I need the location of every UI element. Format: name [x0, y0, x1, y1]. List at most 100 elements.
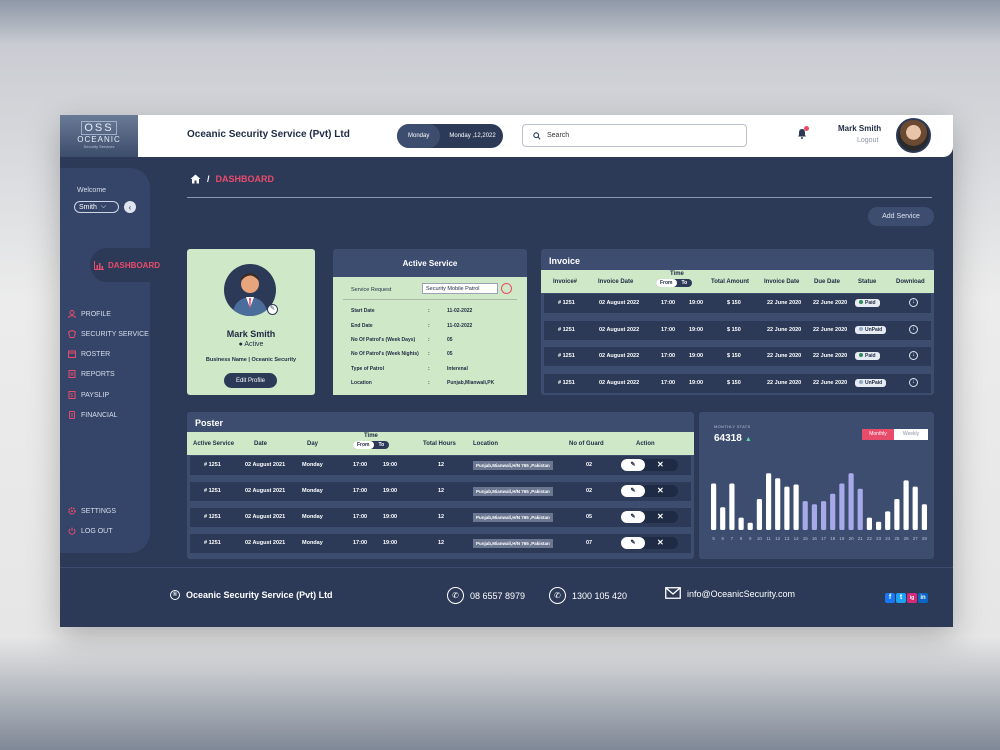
column-header: Active Service: [193, 441, 235, 447]
poster-title: Poster: [195, 418, 224, 428]
sidebar-item-financial[interactable]: FINANCIAL: [68, 411, 118, 419]
avatar[interactable]: [896, 118, 931, 153]
sidebar-item-roster[interactable]: ROSTER: [68, 350, 110, 358]
sidebar-item-logout[interactable]: LOG OUT: [68, 527, 113, 535]
footer-phone-2[interactable]: ✆ 1300 105 420: [549, 587, 627, 604]
twitter-icon[interactable]: t: [896, 593, 906, 603]
table-cell: 02 August 2021: [245, 540, 286, 546]
bell-icon[interactable]: [797, 126, 809, 139]
home-icon[interactable]: [190, 174, 201, 184]
status-text: Paid: [865, 353, 876, 359]
date-pill[interactable]: Monday Monday ,12,2022: [397, 124, 503, 148]
table-cell: 22 June 2020: [813, 353, 848, 359]
phone-number: 08 6557 8979: [470, 590, 526, 601]
tick-label: 25: [894, 536, 900, 541]
sidebar: Welcome Smith ⌵ ‹ PROFILE SECURITY SERVI…: [60, 168, 150, 553]
edit-icon[interactable]: ✎: [621, 459, 645, 471]
company-logo[interactable]: OSS OCEANIC Security Services: [60, 115, 138, 157]
sidebar-item-label: PAYSLIP: [81, 391, 110, 399]
table-cell: 17:00: [353, 462, 368, 468]
detail-value: Interenal: [447, 366, 468, 372]
app-window: OSS OCEANIC Security Services Oceanic Se…: [60, 115, 953, 627]
add-service-button[interactable]: Add Service: [868, 207, 934, 226]
column-header: Invoice#: [553, 279, 578, 285]
footer-email[interactable]: info@OceanicSecurity.com: [665, 587, 795, 601]
sidebar-item-label: FINANCIAL: [81, 411, 118, 419]
instagram-icon[interactable]: ig: [907, 593, 917, 603]
location-chip: Punjab,Mianwali,H/N 765 ,Pakistan: [473, 461, 553, 470]
logout-link[interactable]: Logout: [857, 137, 879, 144]
time-range-toggle[interactable]: From To: [353, 441, 390, 449]
table-cell: # 1251: [558, 353, 575, 359]
user-select-value: Smith: [79, 203, 97, 211]
close-icon[interactable]: ✕: [657, 486, 664, 495]
stats-label: MONTHLY STATS: [714, 424, 751, 429]
stats-number: 64318: [714, 433, 742, 444]
status-text: Active: [244, 341, 264, 348]
footer-phone-1[interactable]: ✆ 08 6557 8979: [447, 587, 525, 604]
table-cell: Monday: [302, 514, 323, 520]
sidebar-item-settings[interactable]: SETTINGS: [68, 507, 116, 515]
footer: ® Oceanic Security Service (Pvt) Ltd ✆ 08…: [60, 567, 953, 627]
bar: [766, 473, 772, 530]
close-icon[interactable]: ✕: [657, 512, 664, 521]
column-header: Download: [896, 279, 925, 285]
table-cell: 19:00: [689, 380, 704, 386]
download-icon[interactable]: ↓: [909, 351, 918, 360]
stats-value: 64318 ▲: [714, 433, 752, 444]
sidebar-item-dashboard[interactable]: DASHBOARD: [90, 248, 170, 282]
footer-company-name: Oceanic Security Service (Pvt) Ltd: [186, 590, 333, 600]
weekly-toggle[interactable]: Weekly: [894, 429, 928, 440]
table-cell: 02 August 2022: [599, 353, 640, 359]
sidebar-item-reports[interactable]: REPORTS: [68, 370, 115, 378]
table-cell: 22 June 2020: [813, 380, 848, 386]
download-icon[interactable]: ↓: [909, 378, 918, 387]
status-badge: UnPaid: [855, 379, 887, 387]
edit-icon[interactable]: ✎: [621, 485, 645, 497]
row-actions: ✎ ✕: [621, 485, 678, 497]
user-select[interactable]: Smith ⌵: [74, 201, 119, 213]
tick-label: 27: [913, 536, 919, 541]
sidebar-item-profile[interactable]: PROFILE: [68, 310, 111, 319]
bar: [775, 478, 781, 530]
row-actions: ✎ ✕: [621, 459, 678, 471]
service-request-field[interactable]: Security Mobile Patrol: [422, 283, 498, 294]
facebook-icon[interactable]: f: [885, 593, 895, 603]
table-cell: $ 150: [727, 300, 741, 306]
table-cell: Monday: [302, 540, 323, 546]
edit-profile-button[interactable]: Edit Profile: [224, 373, 277, 388]
status-text: Paid: [865, 300, 876, 306]
edit-avatar-icon[interactable]: ✎: [267, 304, 278, 315]
table-cell: # 1251: [558, 380, 575, 386]
close-icon[interactable]: ✕: [657, 538, 664, 547]
status-dot: [859, 353, 863, 357]
tick-label: 12: [775, 536, 781, 541]
bar-chart-icon: [94, 260, 104, 270]
edit-icon[interactable]: ✎: [621, 511, 645, 523]
sidebar-item-security-service[interactable]: SECURITY SERVICE: [67, 329, 149, 338]
monthly-stats-panel: MONTHLY STATS 64318 ▲ Monthly Weekly 5 6 7 8…: [699, 412, 934, 559]
column-header: Day: [307, 441, 319, 447]
collapse-icon[interactable]: ‹: [124, 201, 136, 213]
status-dot: [859, 300, 863, 304]
download-icon[interactable]: ↓: [909, 325, 918, 334]
tick-label: 11: [766, 536, 771, 541]
time-range-toggle[interactable]: From To: [656, 279, 693, 287]
bar: [729, 483, 735, 530]
table-row: # 1251 02 August 2022 17:00 19:00 $ 150 22 Ju…: [544, 294, 931, 313]
sidebar-item-payslip[interactable]: $ PAYSLIP: [68, 391, 109, 399]
gear-icon[interactable]: [501, 283, 512, 294]
table-row: # 1251 02 August 2021 Monday 17:00 19:00 12 07…: [190, 534, 691, 553]
power-icon: [68, 527, 76, 535]
linkedin-icon[interactable]: in: [918, 593, 928, 603]
table-cell: 17:00: [661, 300, 676, 306]
close-icon[interactable]: ✕: [657, 460, 664, 469]
monthly-toggle[interactable]: Monthly: [862, 429, 894, 440]
location-chip: Punjab,Mianwali,H/N 765 ,Pakistan: [473, 539, 553, 548]
download-icon[interactable]: ↓: [909, 298, 918, 307]
breadcrumb-separator: /: [207, 174, 210, 184]
edit-icon[interactable]: ✎: [621, 537, 645, 549]
search-input[interactable]: Search: [522, 124, 747, 147]
bar: [921, 504, 927, 530]
location-chip: Punjab,Mianwali,H/N 765 ,Pakistan: [473, 487, 553, 496]
